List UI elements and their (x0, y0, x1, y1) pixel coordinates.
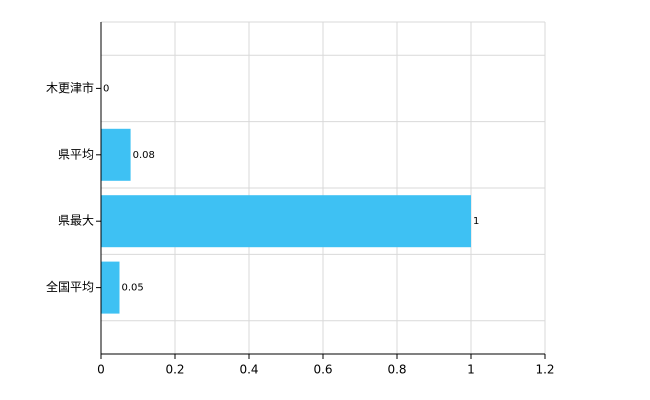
bar (101, 128, 131, 181)
x-tick-label: 0.8 (387, 363, 406, 377)
value-label: 0.05 (122, 283, 144, 294)
x-tick-label: 0 (97, 363, 105, 377)
value-label: 0.08 (133, 150, 155, 161)
x-tick-label: 0.4 (239, 363, 258, 377)
y-tick-label: 県平均 (58, 147, 94, 161)
x-tick-label: 0.2 (165, 363, 184, 377)
x-tick-label: 1.2 (535, 363, 554, 377)
value-label: 1 (473, 216, 479, 227)
x-tick-label: 0.6 (313, 363, 332, 377)
y-tick-label: 県最大 (58, 214, 94, 228)
bar (101, 195, 471, 248)
bar (101, 261, 120, 314)
y-tick-label: 木更津市 (46, 80, 94, 95)
value-label: 0 (103, 83, 109, 94)
y-tick-label: 全国平均 (46, 279, 94, 294)
x-tick-label: 1 (467, 363, 475, 377)
